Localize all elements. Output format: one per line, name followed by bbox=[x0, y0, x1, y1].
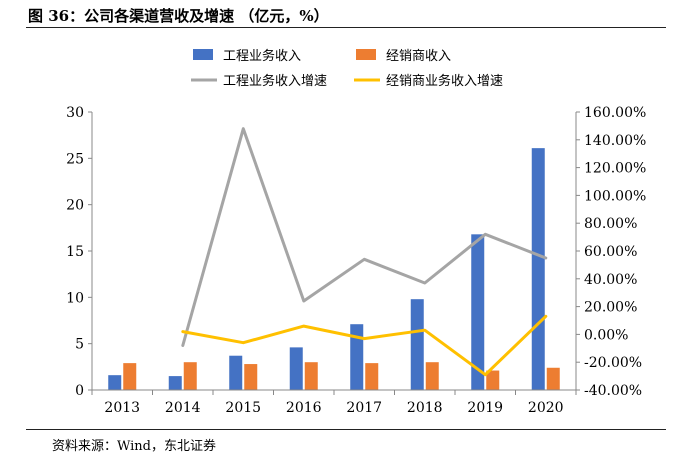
x-tick-label: 2020 bbox=[528, 400, 564, 416]
line-engineering-growth bbox=[181, 127, 548, 347]
legend-label: 工程业务收入 bbox=[223, 48, 301, 64]
line-dealer-growth bbox=[181, 314, 548, 377]
right-tick-label: -40.00% bbox=[584, 383, 642, 399]
bar-dealer bbox=[183, 362, 197, 390]
left-tick-label: 25 bbox=[66, 151, 84, 167]
bar-dealer bbox=[304, 362, 318, 390]
left-tick-label: 0 bbox=[75, 383, 84, 399]
left-tick-label: 5 bbox=[75, 337, 84, 353]
bar-dealer bbox=[123, 363, 137, 390]
legend-label: 经销商业务收入增速 bbox=[386, 73, 503, 89]
right-tick-label: 120.00% bbox=[584, 161, 646, 177]
legend-label: 经销商收入 bbox=[386, 49, 451, 64]
right-tick-label: 0.00% bbox=[584, 327, 628, 343]
left-tick-label: 10 bbox=[66, 290, 84, 306]
bar-engineering bbox=[410, 299, 424, 390]
x-tick-label: 2017 bbox=[346, 400, 382, 416]
bar-engineering bbox=[289, 347, 303, 390]
left-y-axis: 0 5 10 15 20 25 30 bbox=[66, 105, 93, 399]
left-tick-label: 15 bbox=[66, 244, 84, 260]
left-tick-label: 20 bbox=[66, 198, 84, 214]
x-tick-label: 2018 bbox=[407, 400, 443, 416]
line-series bbox=[181, 127, 548, 377]
bar-series bbox=[108, 148, 560, 390]
right-tick-label: 100.00% bbox=[584, 188, 646, 204]
legend-swatch bbox=[356, 49, 376, 60]
bar-engineering bbox=[229, 355, 243, 390]
x-tick-label: 2019 bbox=[467, 400, 503, 416]
x-tick-label: 2015 bbox=[225, 400, 261, 416]
bar-dealer bbox=[425, 362, 439, 390]
right-tick-label: 160.00% bbox=[584, 105, 646, 121]
right-y-axis: -40.00% -20.00% 0.00% 20.00% 40.00% 60.00% 80.… bbox=[575, 105, 646, 399]
right-tick-label: -20.00% bbox=[584, 355, 642, 371]
legend-swatch bbox=[193, 49, 213, 60]
source-note: 资料来源：Wind，东北证券 bbox=[52, 439, 216, 454]
bar-dealer bbox=[244, 364, 258, 390]
bar-dealer bbox=[546, 367, 560, 390]
right-tick-label: 80.00% bbox=[584, 216, 637, 232]
right-tick-label: 60.00% bbox=[584, 244, 637, 260]
left-tick-label: 30 bbox=[66, 105, 84, 121]
x-axis: 2013 2014 2015 2016 2017 2018 2019 2020 bbox=[91, 389, 577, 416]
bottom-rule bbox=[26, 429, 666, 430]
bar-engineering bbox=[108, 375, 122, 390]
x-tick-label: 2013 bbox=[104, 400, 140, 416]
x-tick-label: 2016 bbox=[286, 400, 322, 416]
top-rule bbox=[26, 27, 666, 28]
bar-dealer bbox=[365, 363, 379, 390]
page-title: 图 36：公司各渠道营收及增速 （亿元，%） bbox=[28, 7, 329, 25]
x-tick-label: 2014 bbox=[165, 400, 201, 416]
bar-engineering bbox=[350, 324, 364, 390]
right-tick-label: 140.00% bbox=[584, 133, 646, 149]
right-tick-label: 40.00% bbox=[584, 272, 637, 288]
bar-engineering bbox=[168, 376, 182, 390]
legend-label: 工程业务收入增速 bbox=[223, 73, 327, 89]
bar-dealer bbox=[486, 370, 500, 390]
bar-engineering bbox=[471, 234, 485, 390]
bar-engineering bbox=[531, 148, 545, 390]
right-tick-label: 20.00% bbox=[584, 300, 637, 316]
